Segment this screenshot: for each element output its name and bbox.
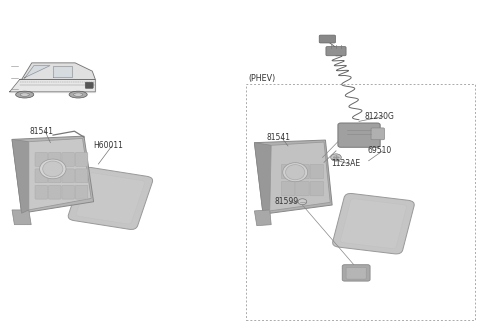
- FancyBboxPatch shape: [371, 128, 384, 140]
- FancyBboxPatch shape: [35, 169, 48, 183]
- FancyBboxPatch shape: [296, 181, 309, 196]
- FancyBboxPatch shape: [35, 185, 48, 199]
- Polygon shape: [24, 66, 50, 78]
- Ellipse shape: [16, 91, 34, 98]
- FancyBboxPatch shape: [75, 185, 88, 199]
- Circle shape: [334, 156, 338, 159]
- Text: 81599: 81599: [275, 197, 299, 206]
- Polygon shape: [254, 143, 271, 214]
- FancyBboxPatch shape: [333, 194, 414, 254]
- Ellipse shape: [286, 165, 305, 180]
- Polygon shape: [20, 63, 95, 79]
- Polygon shape: [10, 79, 95, 92]
- Circle shape: [298, 199, 307, 205]
- Ellipse shape: [73, 93, 83, 96]
- Polygon shape: [12, 139, 29, 213]
- FancyBboxPatch shape: [68, 167, 153, 230]
- Circle shape: [331, 154, 341, 161]
- FancyBboxPatch shape: [85, 82, 93, 88]
- Ellipse shape: [43, 161, 63, 177]
- FancyBboxPatch shape: [75, 153, 88, 166]
- FancyBboxPatch shape: [62, 185, 74, 199]
- Polygon shape: [254, 210, 271, 226]
- Ellipse shape: [69, 91, 87, 98]
- FancyBboxPatch shape: [340, 199, 407, 249]
- FancyBboxPatch shape: [48, 153, 61, 166]
- Polygon shape: [270, 142, 330, 211]
- Text: 81541: 81541: [266, 133, 290, 142]
- Polygon shape: [53, 66, 72, 77]
- FancyBboxPatch shape: [62, 153, 74, 166]
- FancyBboxPatch shape: [62, 169, 74, 183]
- FancyBboxPatch shape: [338, 123, 380, 147]
- FancyBboxPatch shape: [310, 181, 324, 196]
- FancyBboxPatch shape: [76, 173, 144, 224]
- FancyBboxPatch shape: [281, 164, 295, 179]
- Text: 1123AE: 1123AE: [331, 159, 360, 169]
- Text: 81541: 81541: [30, 127, 54, 136]
- Polygon shape: [12, 136, 94, 213]
- Text: H60011: H60011: [94, 141, 123, 151]
- FancyBboxPatch shape: [342, 265, 370, 281]
- FancyBboxPatch shape: [326, 47, 346, 56]
- Ellipse shape: [39, 159, 66, 179]
- FancyBboxPatch shape: [310, 164, 324, 179]
- FancyBboxPatch shape: [48, 185, 61, 199]
- Text: 69510: 69510: [367, 146, 392, 155]
- Polygon shape: [254, 140, 332, 214]
- Polygon shape: [12, 210, 31, 225]
- FancyBboxPatch shape: [319, 35, 336, 43]
- FancyBboxPatch shape: [346, 267, 366, 279]
- Text: 81230G: 81230G: [365, 112, 395, 121]
- Ellipse shape: [283, 163, 308, 182]
- FancyBboxPatch shape: [281, 181, 295, 196]
- Text: (PHEV): (PHEV): [249, 74, 276, 83]
- FancyBboxPatch shape: [296, 164, 309, 179]
- Polygon shape: [29, 138, 91, 210]
- Ellipse shape: [20, 93, 29, 96]
- FancyBboxPatch shape: [48, 169, 61, 183]
- FancyBboxPatch shape: [35, 153, 48, 166]
- FancyBboxPatch shape: [75, 169, 88, 183]
